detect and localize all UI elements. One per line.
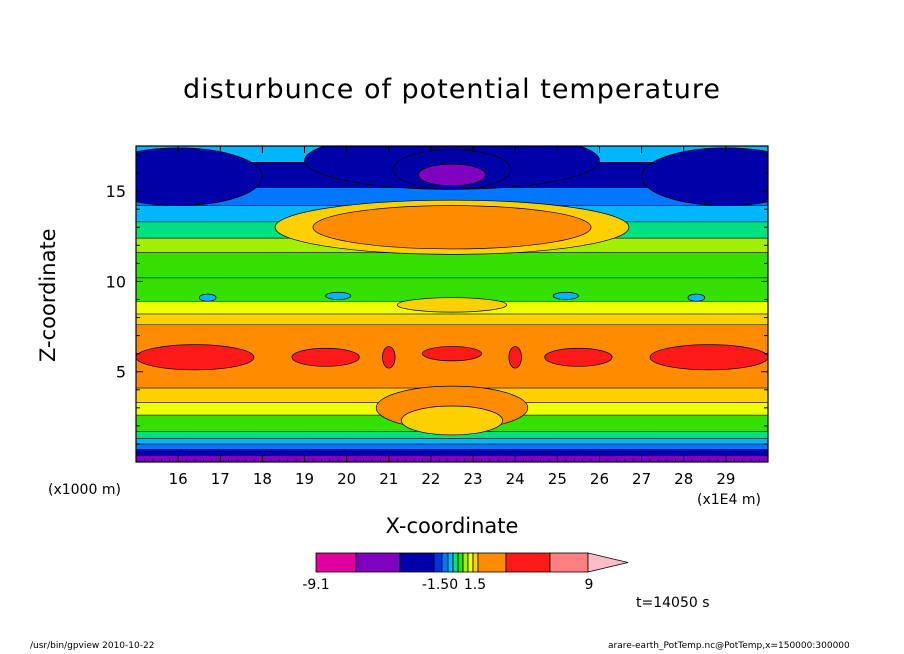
plot-border	[135, 145, 769, 463]
colorbar-swatch	[477, 552, 507, 573]
x-tick-label: 21	[379, 470, 398, 488]
colorbar-swatch	[355, 552, 401, 573]
chart-title: disturbunce of potential temperature	[183, 74, 721, 105]
x-tick-label: 20	[337, 470, 356, 488]
colorbar-swatch	[505, 552, 551, 573]
x-axis-ticks: 16 17 18 19 20 21 22 23 24 25 26 27 28 29	[135, 146, 769, 488]
colorbar: -9.1 -1.50 1.5 9	[302, 552, 629, 593]
contour-region	[649, 344, 768, 371]
contour-region	[291, 347, 360, 367]
x-tick-label: 25	[548, 470, 567, 488]
y-tick-label: 15	[106, 182, 126, 201]
footer-command: /usr/bin/gpview 2010-10-22	[30, 641, 155, 651]
x-tick-label: 18	[253, 470, 272, 488]
colorbar-swatch	[472, 552, 479, 573]
contour-region	[552, 291, 579, 300]
contour-region	[422, 346, 482, 362]
contour-region	[641, 147, 768, 206]
contour-region	[417, 163, 487, 187]
plot-frame	[135, 145, 769, 463]
contour-region	[401, 405, 503, 436]
y-tick-label: 5	[116, 363, 126, 382]
contour-band	[136, 252, 768, 279]
footer-source: arare-earth_PotTemp.nc@PotTemp,x=150000:…	[608, 641, 850, 651]
contour-region	[687, 293, 706, 302]
contour-region	[382, 346, 396, 369]
x-tick-label: 22	[421, 470, 440, 488]
colorbar-swatch	[433, 552, 443, 573]
colorbar-label: -1.50	[422, 577, 458, 593]
colorbar-swatch	[457, 552, 464, 573]
colorbar-swatch	[315, 552, 357, 573]
contour-region	[508, 346, 522, 369]
contour-region	[544, 347, 613, 367]
y-axis-title: Z-coordinate	[36, 228, 60, 362]
colorbar-extension-arrow	[587, 552, 629, 573]
colorbar-swatch	[447, 552, 454, 573]
contour-band	[136, 438, 768, 445]
time-label: t=14050 s	[636, 595, 710, 611]
colorbar-swatch	[467, 552, 474, 573]
x-tick-label: 26	[590, 470, 609, 488]
contour-band	[136, 449, 768, 456]
colorbar-label: 1.5	[464, 577, 486, 593]
x-tick-label: 19	[295, 470, 314, 488]
x-tick-label: 16	[169, 470, 188, 488]
colorbar-label: -9.1	[302, 577, 329, 593]
y-axis-ticks: 5 10 15	[106, 154, 768, 463]
colorbar-swatch	[452, 552, 459, 573]
x-tick-label: 17	[211, 470, 230, 488]
x-tick-label: 27	[632, 470, 651, 488]
x-tick-label: 24	[506, 470, 525, 488]
x-tick-label: 23	[464, 470, 483, 488]
x-axis-title: X-coordinate	[385, 514, 519, 538]
x-tick-label: 29	[716, 470, 735, 488]
colorbar-swatch	[399, 552, 435, 573]
y-axis-unit: (x1000 m)	[48, 482, 121, 498]
contour-region	[396, 297, 508, 313]
contour-region	[312, 205, 592, 250]
contour-field	[136, 146, 768, 462]
contour-region	[136, 344, 255, 371]
contour-band	[136, 313, 768, 326]
colorbar-swatch	[462, 552, 469, 573]
contour-band	[136, 443, 768, 450]
contour-band	[136, 455, 768, 462]
contour-region	[325, 291, 352, 300]
colorbar-label: 9	[585, 577, 594, 593]
y-tick-label: 10	[106, 272, 126, 291]
x-tick-label: 28	[674, 470, 693, 488]
x-axis-unit: (x1E4 m)	[697, 492, 761, 508]
colorbar-swatch	[549, 552, 589, 573]
colorbar-swatch	[441, 552, 449, 573]
contour-region	[198, 293, 217, 302]
